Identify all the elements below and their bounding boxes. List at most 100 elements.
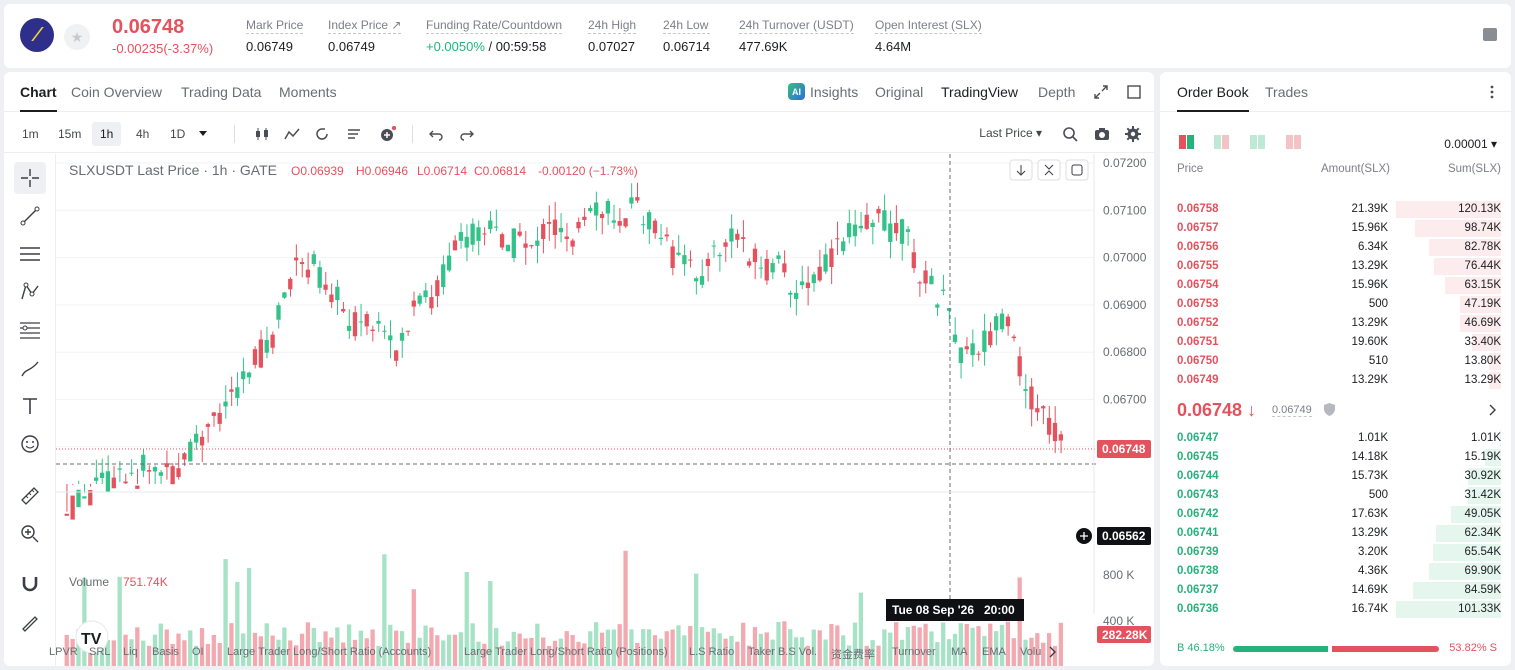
candle-type-icon[interactable] bbox=[254, 126, 270, 142]
indicator-funding-rate[interactable]: 资金费率 bbox=[831, 649, 875, 661]
ask-row[interactable]: 0.06753 500 47.19K bbox=[1160, 295, 1511, 314]
ask-row[interactable]: 0.06751 19.60K 33.40K bbox=[1160, 333, 1511, 352]
bid-row[interactable]: 0.06744 15.73K 30.92K bbox=[1160, 467, 1511, 486]
bid-row[interactable]: 0.06741 13.29K 62.34K bbox=[1160, 524, 1511, 543]
brush-tool-icon[interactable] bbox=[14, 352, 46, 384]
tab-order-book[interactable]: Order Book bbox=[1177, 84, 1249, 112]
depth-bar bbox=[1429, 563, 1501, 580]
horizontal-lines-tool-icon[interactable] bbox=[14, 238, 46, 270]
tab-coin-overview[interactable]: Coin Overview bbox=[71, 84, 163, 100]
ruler-tool-icon[interactable] bbox=[14, 480, 46, 512]
volume-bar bbox=[252, 632, 258, 666]
ask-row[interactable]: 0.06752 13.29K 46.69K bbox=[1160, 314, 1511, 333]
notes-icon[interactable] bbox=[1483, 28, 1497, 41]
add-indicator-icon[interactable] bbox=[380, 126, 396, 142]
indicator-turnover[interactable]: Turnover bbox=[892, 646, 936, 658]
candle-body bbox=[888, 223, 893, 242]
zoom-in-icon[interactable] bbox=[14, 518, 46, 550]
indicator-ema[interactable]: EMA bbox=[982, 646, 1006, 658]
templates-icon[interactable] bbox=[346, 126, 362, 142]
indicator-liq[interactable]: Liq bbox=[123, 646, 138, 658]
indicator-volume[interactable]: Volu bbox=[1020, 646, 1042, 658]
view-bids-icon[interactable] bbox=[1214, 135, 1230, 149]
search-icon[interactable] bbox=[1062, 126, 1078, 142]
ask-row[interactable]: 0.06756 6.34K 82.78K bbox=[1160, 238, 1511, 257]
indicator-bar: LPVR SRL Liq Basis OI Large Trader Long/… bbox=[44, 638, 1056, 666]
volume-bar bbox=[388, 624, 393, 666]
ask-row[interactable]: 0.06757 15.96K 98.74K bbox=[1160, 219, 1511, 238]
tab-trading-data[interactable]: Trading Data bbox=[181, 84, 262, 100]
indicator-lpvr[interactable]: LPVR bbox=[49, 646, 78, 658]
ask-row[interactable]: 0.06755 13.29K 76.44K bbox=[1160, 257, 1511, 276]
indicator-ma[interactable]: MA bbox=[951, 646, 968, 658]
timeframe-15m[interactable]: 15m bbox=[58, 127, 82, 141]
expand-icon[interactable] bbox=[1094, 85, 1108, 99]
bid-row[interactable]: 0.06739 3.20K 65.54K bbox=[1160, 543, 1511, 562]
tab-original[interactable]: Original bbox=[875, 84, 924, 100]
candle-body bbox=[376, 320, 381, 324]
tab-chart[interactable]: Chart bbox=[20, 84, 57, 112]
view-single-icon[interactable] bbox=[1286, 135, 1302, 149]
mid-price-row[interactable]: 0.06748 ↓ 0.06749 bbox=[1177, 400, 1497, 422]
timeframe-1h[interactable]: 1h bbox=[92, 122, 122, 146]
indicators-icon[interactable] bbox=[284, 126, 300, 142]
ask-row[interactable]: 0.06758 21.39K 120.13K bbox=[1160, 200, 1511, 219]
window-icon[interactable] bbox=[1127, 85, 1141, 99]
collapse-button[interactable] bbox=[1037, 159, 1061, 181]
ask-row[interactable]: 0.06749 13.29K 13.29K bbox=[1160, 371, 1511, 390]
chevron-right-icon[interactable] bbox=[1048, 646, 1058, 658]
crosshair-tool-icon[interactable] bbox=[14, 162, 46, 194]
indicator-oi[interactable]: OI bbox=[192, 646, 204, 658]
candle-body bbox=[658, 237, 663, 239]
indicator-ls-accounts[interactable]: Large Trader Long/Short Ratio (Accounts) bbox=[227, 646, 432, 658]
emoji-tool-icon[interactable] bbox=[14, 428, 46, 460]
magnet-tool-icon[interactable] bbox=[14, 568, 46, 600]
timeframe-1d[interactable]: 1D bbox=[170, 127, 186, 141]
indicator-srl[interactable]: SRL bbox=[89, 646, 111, 658]
bid-row[interactable]: 0.06745 14.18K 15.19K bbox=[1160, 448, 1511, 467]
settings-gear-icon[interactable] bbox=[1125, 126, 1141, 142]
swap-button[interactable] bbox=[1065, 159, 1089, 181]
redo-icon[interactable] bbox=[459, 126, 475, 142]
camera-icon[interactable] bbox=[1094, 126, 1110, 142]
ask-row[interactable]: 0.06750 510 13.80K bbox=[1160, 352, 1511, 371]
view-asks-icon[interactable] bbox=[1250, 135, 1266, 149]
chevron-right-icon[interactable] bbox=[1489, 404, 1497, 416]
view-both-icon[interactable] bbox=[1179, 135, 1195, 149]
replay-icon[interactable] bbox=[314, 126, 330, 142]
tab-tradingview[interactable]: TradingView bbox=[941, 84, 1019, 100]
precision-select[interactable]: 0.00001 ▾ bbox=[1444, 137, 1497, 151]
bid-row[interactable]: 0.06736 16.74K 101.33K bbox=[1160, 600, 1511, 619]
pattern-tool-icon[interactable] bbox=[14, 276, 46, 308]
tab-trades[interactable]: Trades bbox=[1265, 84, 1309, 100]
timeframe-1m[interactable]: 1m bbox=[22, 127, 39, 141]
fibonacci-tool-icon[interactable] bbox=[14, 314, 46, 346]
tab-moments[interactable]: Moments bbox=[279, 84, 337, 100]
tab-depth[interactable]: Depth bbox=[1038, 84, 1076, 100]
indicator-basis[interactable]: Basis bbox=[152, 646, 179, 658]
bid-row[interactable]: 0.06742 17.63K 49.05K bbox=[1160, 505, 1511, 524]
timeframe-4h[interactable]: 4h bbox=[136, 127, 150, 141]
lock-drawing-icon[interactable] bbox=[14, 606, 46, 638]
bid-row[interactable]: 0.06737 14.69K 84.59K bbox=[1160, 581, 1511, 600]
chevron-down-icon[interactable] bbox=[198, 130, 208, 138]
stat-funding-rate[interactable]: Funding Rate/Countdown +0.0050% / 00:59:… bbox=[426, 18, 563, 54]
text-tool-icon[interactable] bbox=[14, 390, 46, 422]
stat-index-price[interactable]: Index Price ↗ 0.06749 bbox=[328, 18, 402, 54]
tab-insights[interactable]: Insights bbox=[810, 84, 859, 100]
indicator-taker-vol[interactable]: Taker B.S Vol. bbox=[748, 646, 818, 658]
indicator-ls-positions[interactable]: Large Trader Long/Short Ratio (Positions… bbox=[464, 646, 668, 658]
bid-row[interactable]: 0.06747 1.01K 1.01K bbox=[1160, 429, 1511, 448]
stat-mark-price[interactable]: Mark Price 0.06749 bbox=[246, 18, 304, 54]
ask-row[interactable]: 0.06754 15.96K 63.15K bbox=[1160, 276, 1511, 295]
trend-line-tool-icon[interactable] bbox=[14, 200, 46, 232]
more-menu-icon[interactable] bbox=[1490, 84, 1494, 100]
volume-bar bbox=[935, 642, 940, 666]
undo-icon[interactable] bbox=[428, 126, 444, 142]
bid-row[interactable]: 0.06743 500 31.42K bbox=[1160, 486, 1511, 505]
bid-row[interactable]: 0.06738 4.36K 69.90K bbox=[1160, 562, 1511, 581]
indicator-ls-ratio[interactable]: L.S Ratio bbox=[689, 646, 735, 658]
candlestick-chart[interactable]: SLXUSDT Last Price · 1h · GATE O0.06939 … bbox=[56, 154, 1154, 666]
price-source-select[interactable]: Last Price ▾ bbox=[979, 126, 1042, 140]
favorite-star-icon[interactable]: ★ bbox=[64, 24, 90, 50]
